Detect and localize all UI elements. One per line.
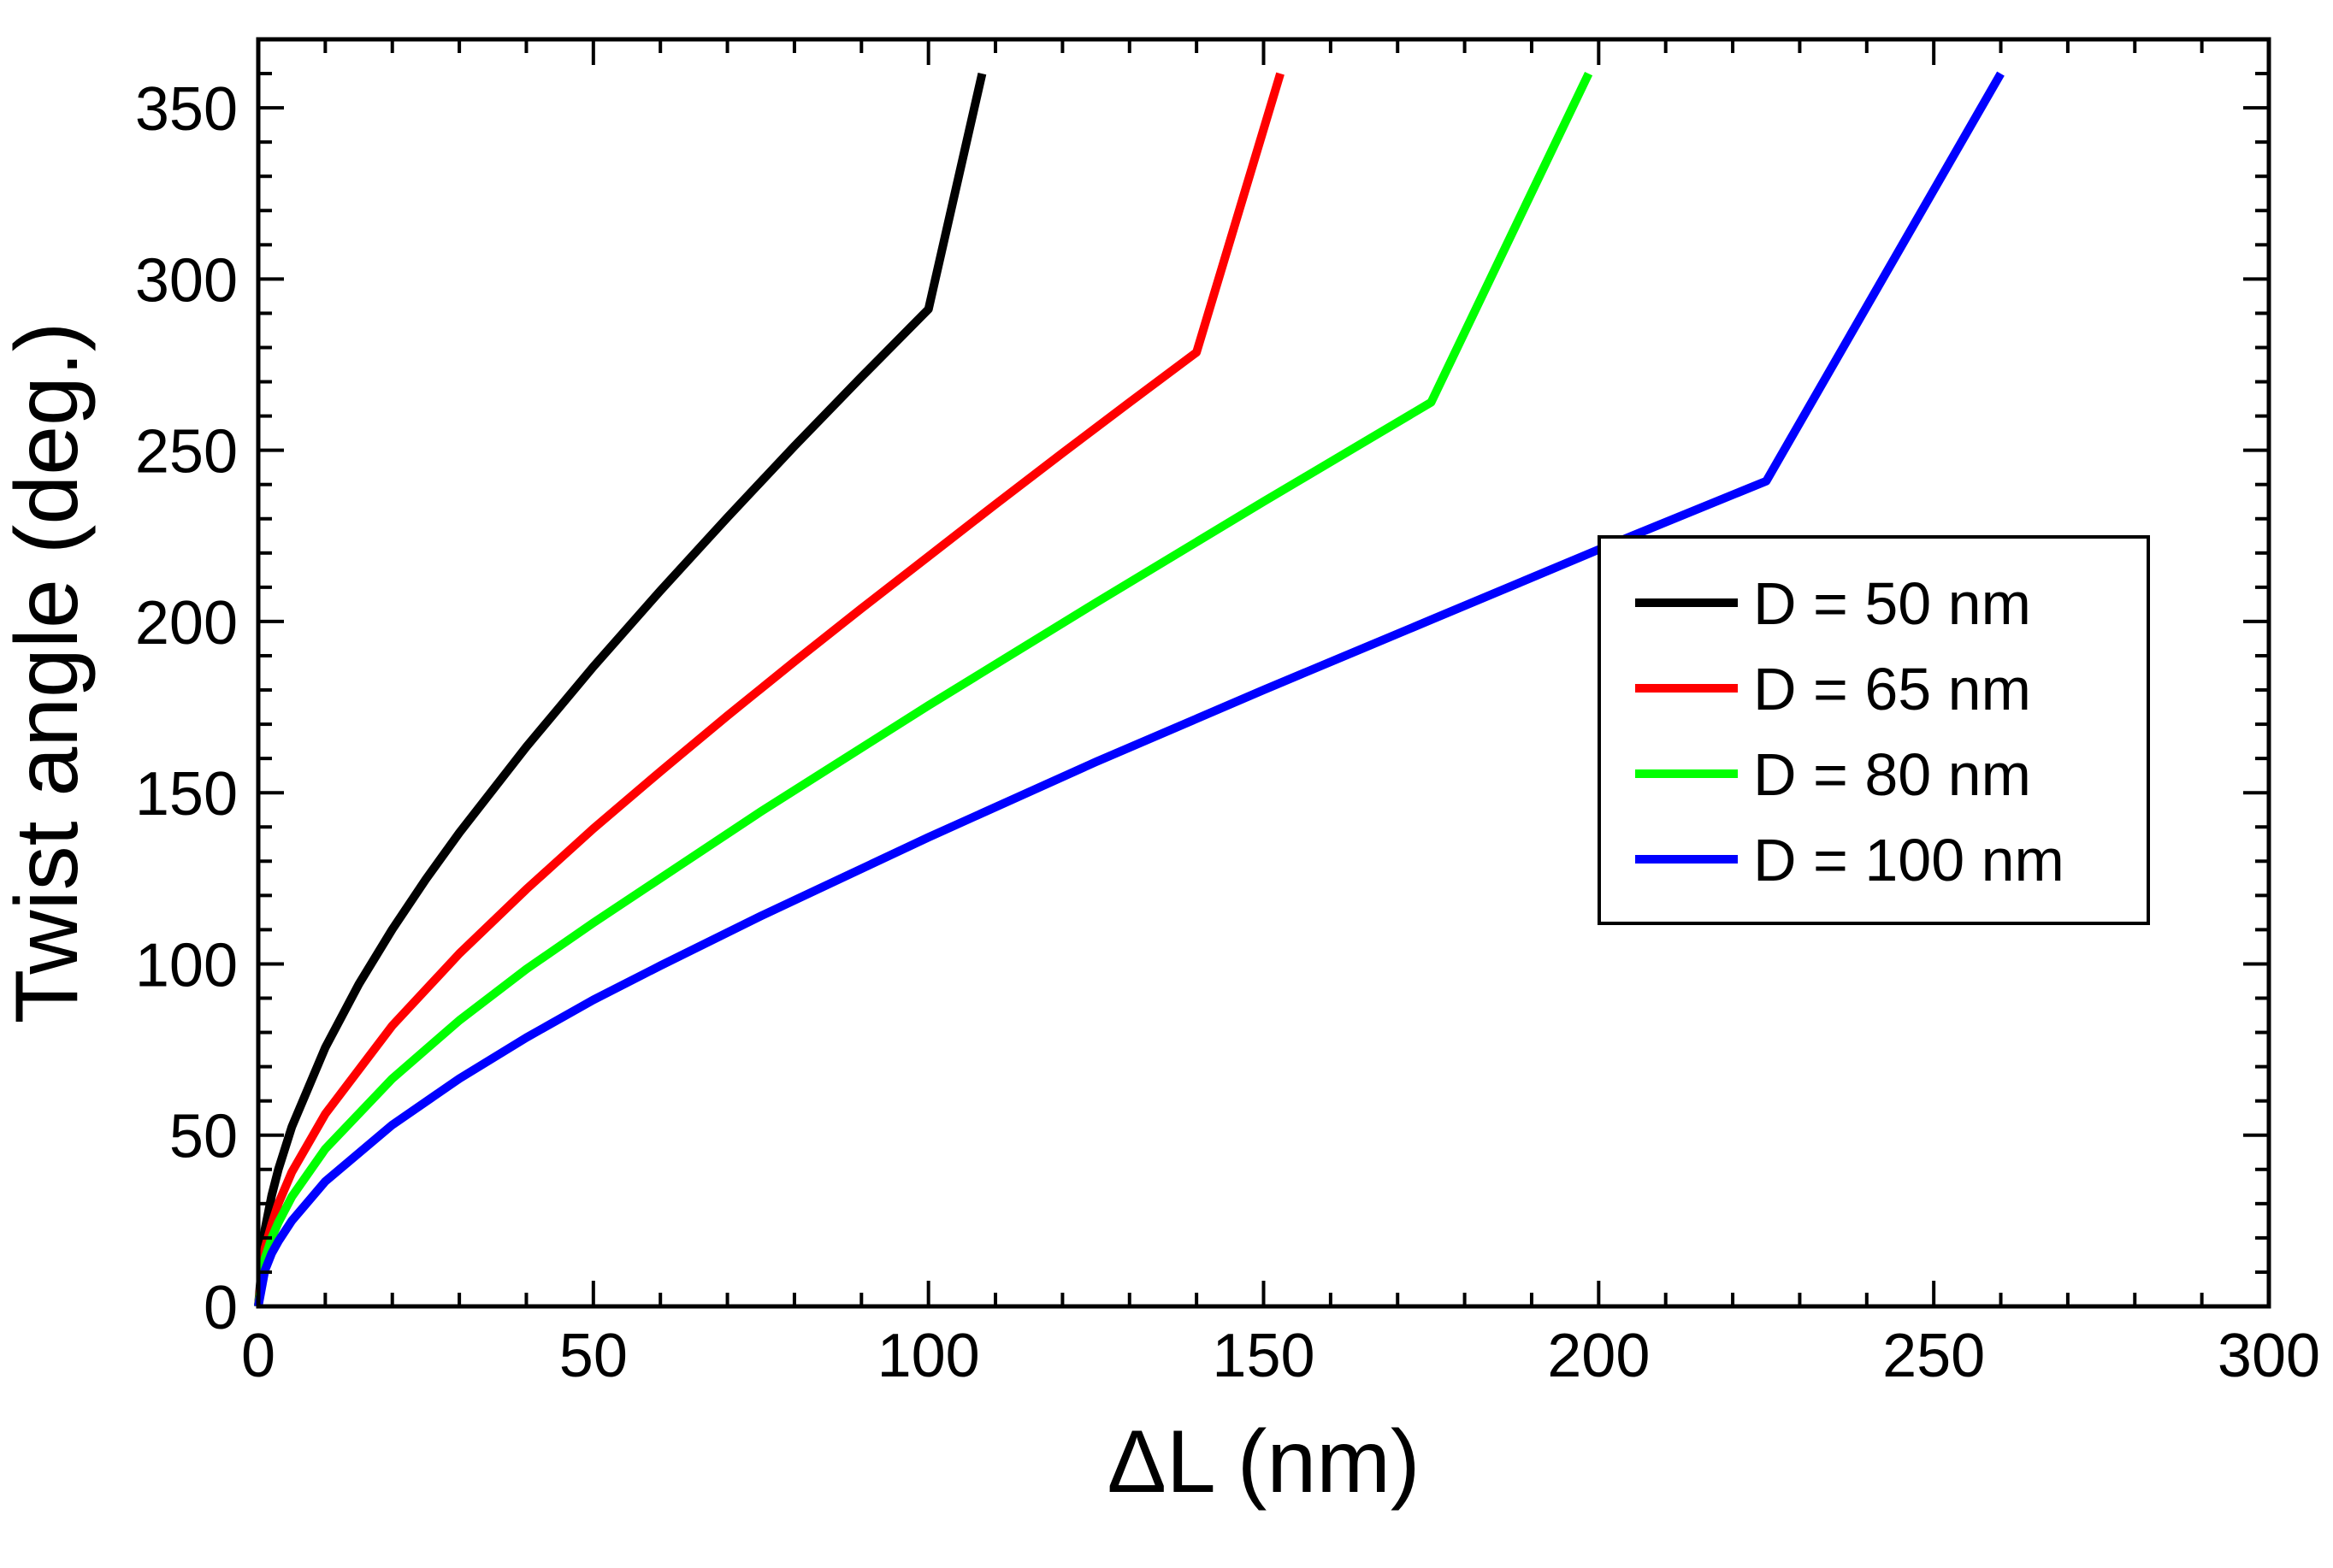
x-tick-label: 50: [559, 1322, 628, 1390]
series-layer: [254, 71, 2005, 1307]
series-line: [254, 71, 1593, 1307]
series-line: [254, 71, 2005, 1307]
y-axis-title: Twist angle (deg.): [0, 322, 97, 1024]
series-line: [254, 72, 987, 1307]
y-tick-label: 150: [135, 760, 238, 828]
legend-label: D = 100 nm: [1753, 827, 2064, 893]
y-tick-label: 350: [135, 75, 238, 144]
legend-label: D = 50 nm: [1753, 570, 2031, 637]
y-tick-label: 50: [169, 1103, 238, 1171]
y-tick-label: 200: [135, 589, 238, 657]
x-tick-label: 100: [877, 1322, 980, 1390]
y-tick-label: 0: [204, 1274, 238, 1342]
legend-label: D = 65 nm: [1753, 656, 2031, 722]
x-tick-label: 0: [241, 1322, 275, 1390]
legend: D = 50 nm D = 65 nm D = 80 nm D = 100 nm: [1598, 535, 2150, 925]
x-axis-title: ΔL (nm): [1107, 1412, 1420, 1512]
plot-frame: [256, 37, 2271, 1309]
y-tick-label: 100: [135, 931, 238, 999]
legend-label: D = 80 nm: [1753, 741, 2031, 808]
x-tick-label: 300: [2218, 1322, 2320, 1390]
y-tick-label: 300: [135, 246, 238, 315]
x-tick-label: 250: [1882, 1322, 1985, 1390]
y-tick-label: 250: [135, 418, 238, 486]
series-line: [254, 72, 1285, 1307]
tick-labels-layer: 0 50 100 150 200 250 300 0 50 100 150 200 250 300 350: [135, 75, 2320, 1390]
x-tick-label: 200: [1547, 1322, 1650, 1390]
legend-entries: D = 50 nm D = 65 nm D = 80 nm D = 100 nm: [1635, 570, 2064, 893]
x-tick-label: 150: [1212, 1322, 1314, 1390]
